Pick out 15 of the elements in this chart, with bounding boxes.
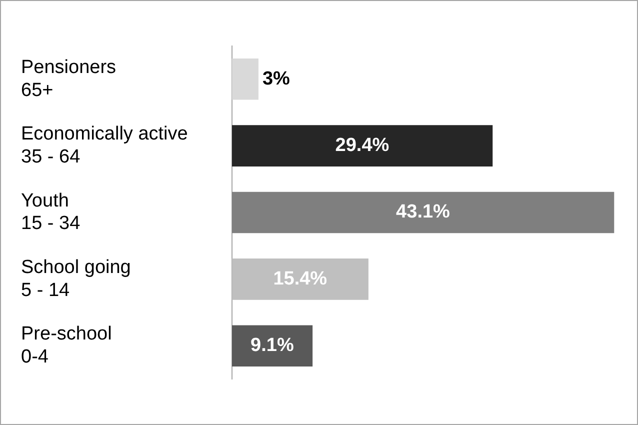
data-label: 15.4% bbox=[273, 268, 328, 290]
bar bbox=[232, 325, 313, 367]
y-tick-label: Pre-school 0-4 bbox=[21, 324, 112, 368]
bar bbox=[232, 192, 614, 234]
data-label: 43.1% bbox=[396, 202, 450, 223]
bar bbox=[232, 258, 368, 300]
y-tick-label: Economically active 35 - 64 bbox=[21, 124, 188, 168]
data-label: 3% bbox=[262, 68, 290, 90]
data-label: 29.4% bbox=[335, 135, 390, 156]
bar bbox=[232, 58, 258, 100]
y-tick-label: School going 5 - 14 bbox=[21, 257, 131, 301]
bar bbox=[232, 125, 493, 166]
y-tick-label: Pensioners 65+ bbox=[21, 56, 116, 101]
data-label: 9.1% bbox=[250, 335, 294, 356]
y-tick-label: Youth 15 - 34 bbox=[21, 190, 81, 234]
